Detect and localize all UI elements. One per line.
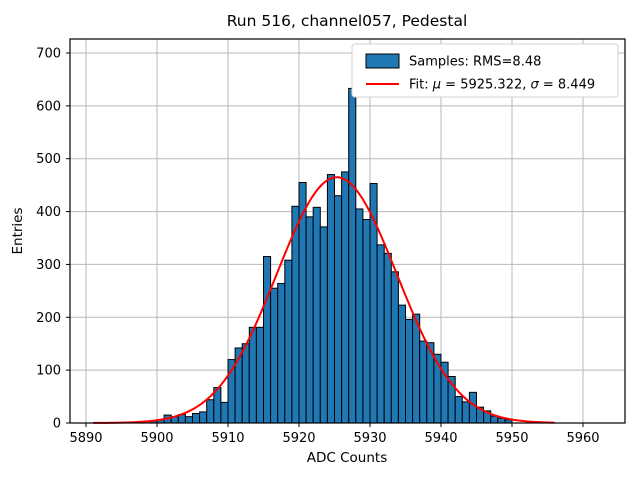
histogram-bar	[348, 87, 357, 424]
histogram-bar	[248, 326, 257, 424]
histogram-bar	[241, 343, 250, 424]
histogram-bar	[277, 282, 286, 424]
legend: Samples: RMS=8.48 Fit: μ = 5925.322, σ = …	[351, 43, 619, 98]
x-tick-label: 5950	[495, 431, 528, 446]
histogram-bar	[390, 271, 399, 424]
x-tick-label: 5910	[211, 431, 244, 446]
y-tick-labels: 0 100 200 300 400 500 600 700	[36, 47, 61, 432]
histogram-bar	[412, 313, 421, 424]
histogram-bar	[192, 412, 201, 424]
histogram-bar	[383, 252, 392, 424]
histogram-bar	[319, 226, 328, 424]
histogram-bar	[220, 401, 229, 424]
fit-line	[93, 176, 555, 424]
histogram-bar	[490, 415, 499, 424]
histogram-bar	[284, 259, 293, 424]
histogram-bar	[362, 219, 371, 424]
histogram-bar	[497, 417, 506, 424]
histogram-bar	[291, 205, 300, 424]
x-axis-label: ADC Counts	[307, 450, 387, 466]
y-axis-label: Entries	[10, 207, 26, 254]
histogram-bars	[149, 87, 513, 424]
histogram-bar	[199, 411, 208, 424]
y-tick-label: 600	[36, 99, 61, 114]
histogram-bar	[405, 318, 414, 424]
histogram-bar	[184, 416, 193, 424]
histogram-bar	[305, 216, 314, 424]
y-tick-label: 0	[53, 417, 61, 432]
x-tick-label: 5890	[69, 431, 102, 446]
histogram-bar	[355, 208, 364, 424]
y-tick-label: 500	[36, 152, 61, 167]
histogram-bar	[270, 287, 279, 424]
y-tick-label: 200	[36, 311, 61, 326]
legend-box	[351, 43, 619, 98]
histogram-bar	[397, 304, 406, 424]
x-tick-label: 5960	[566, 431, 599, 446]
histogram-bar	[263, 256, 272, 424]
histogram-bar	[341, 171, 350, 424]
legend-label: Fit: μ = 5925.322, σ = 8.449	[409, 78, 595, 93]
histogram-bar	[376, 244, 385, 424]
y-tick-label: 300	[36, 258, 61, 273]
histogram-bar	[206, 399, 215, 424]
legend-swatch-samples	[365, 53, 400, 69]
plot-border	[69, 38, 626, 424]
gaussian-fit-curve	[93, 176, 555, 424]
x-tick-label: 5900	[140, 431, 173, 446]
y-tick-label: 100	[36, 364, 61, 379]
histogram-bar	[255, 326, 264, 424]
histogram-bar	[454, 396, 463, 424]
histogram-bar	[334, 195, 343, 424]
histogram-bar	[461, 401, 470, 424]
y-tick-label: 700	[36, 47, 61, 62]
x-tick-label: 5920	[282, 431, 315, 446]
histogram-bar	[312, 206, 321, 424]
x-tick-label: 5930	[353, 431, 386, 446]
axes-spines	[69, 38, 626, 424]
histogram-bar	[326, 174, 335, 424]
axis-ticks	[66, 52, 584, 427]
histogram-bar	[468, 391, 477, 424]
histogram-bar	[419, 340, 428, 424]
legend-label: Samples: RMS=8.48	[409, 55, 541, 70]
y-tick-label: 400	[36, 205, 61, 220]
chart-title: Run 516, channel057, Pedestal	[227, 12, 468, 30]
x-tick-labels: 5890 5900 5910 5920 5930 5940 5950 5960	[69, 431, 599, 446]
x-tick-label: 5940	[424, 431, 457, 446]
